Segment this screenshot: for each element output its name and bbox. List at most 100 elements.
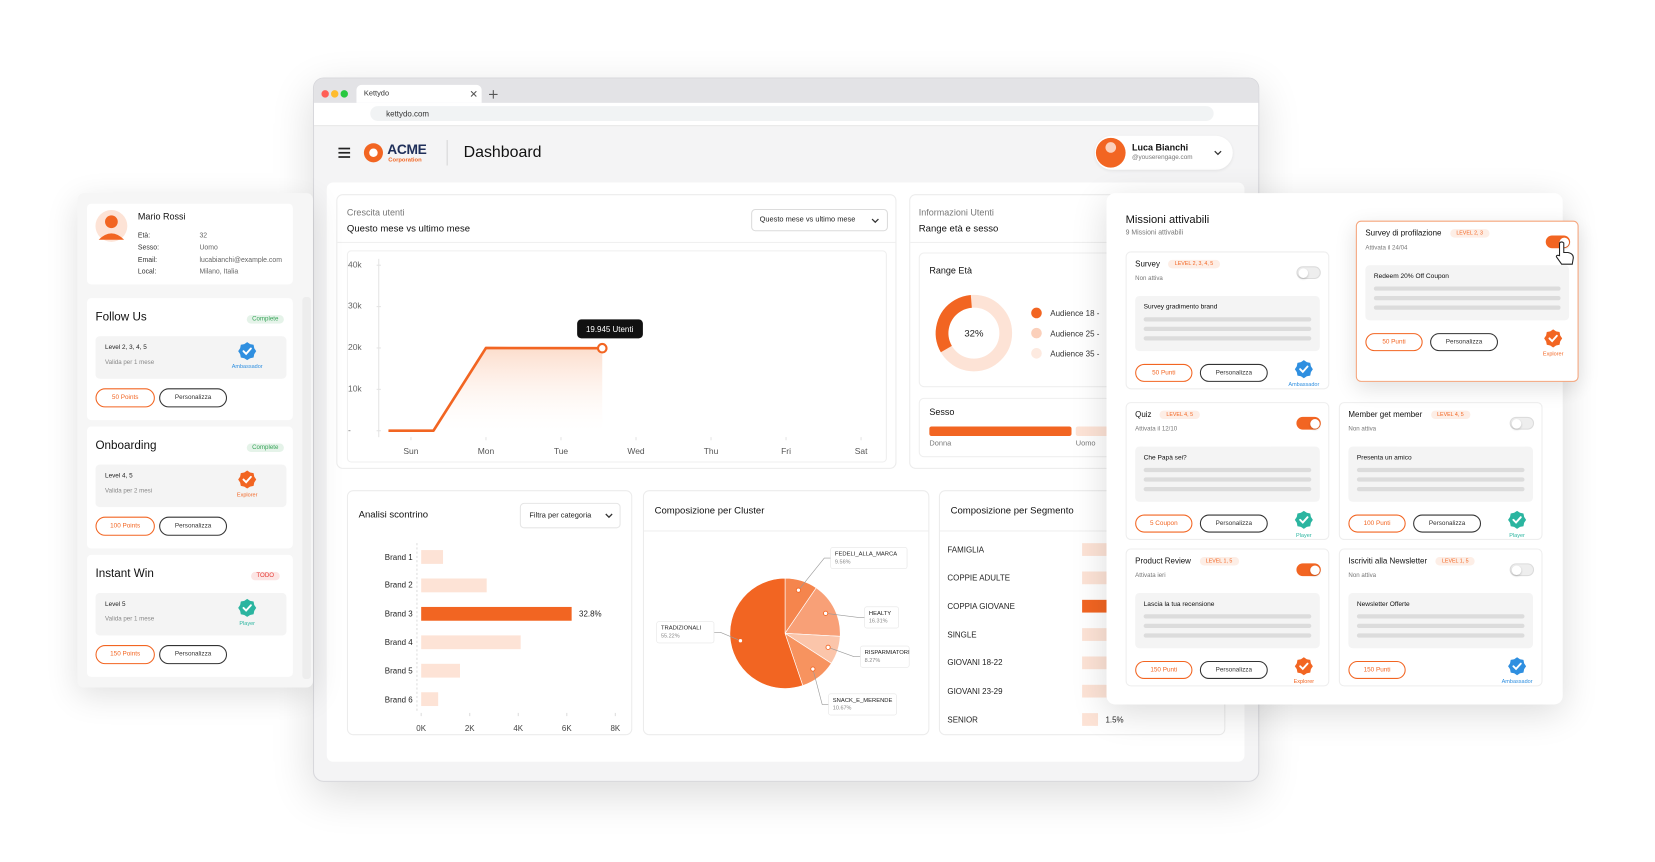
leader-dot <box>737 638 743 644</box>
toggle[interactable] <box>1296 563 1321 577</box>
badge-name: Explorer <box>1542 351 1564 358</box>
pie-label: RISPARMIATORI <box>865 650 910 656</box>
line <box>388 346 603 433</box>
action-button[interactable]: Personalizza <box>1430 333 1498 352</box>
pie-value-label: 55.22% <box>661 634 680 640</box>
bar <box>421 606 572 621</box>
bar-value-label: 1.5% <box>1105 714 1124 725</box>
badge-icon <box>1508 510 1527 529</box>
status-pill: Complete <box>246 314 284 325</box>
points-button[interactable]: 50 Punti <box>1135 363 1193 382</box>
x-tick-label: Sat <box>854 446 868 457</box>
pie-label: FEDELI_ALLA_MARCA <box>835 551 897 557</box>
x-tick-label: Sun <box>403 446 419 457</box>
chevron-icon <box>871 218 879 224</box>
pie-label: TRADIZIONALI <box>661 626 702 632</box>
y-tick-label: 20k <box>347 342 362 353</box>
label-box <box>860 645 910 668</box>
mission-head: Survey LEVEL 2, 3, 4, 5 <box>1135 259 1220 268</box>
action-button[interactable]: Personalizza <box>1199 660 1268 679</box>
label-box <box>864 606 899 629</box>
badge-shape <box>1294 360 1313 379</box>
badge-name: Player <box>1296 532 1312 539</box>
toggle[interactable] <box>1296 416 1321 430</box>
chevron-icon <box>605 513 613 519</box>
pie-label: HEALTY <box>869 611 891 617</box>
pie-value-label: 10.67% <box>833 706 852 712</box>
badge-shape <box>238 470 257 489</box>
y-tick-label: Brand 5 <box>384 665 413 676</box>
logo-sub: Corporation <box>388 157 422 164</box>
label-box <box>830 547 908 569</box>
placeholder-line <box>1143 326 1312 332</box>
segment-label: FAMIGLIA <box>947 544 985 555</box>
points-button[interactable]: 100 Points <box>95 516 155 536</box>
action-button[interactable]: Personalizza <box>1199 363 1268 382</box>
badge-icon <box>1294 510 1313 529</box>
badge-icon <box>1294 657 1313 676</box>
card-title: Questo mese vs ultimo mese <box>346 222 471 233</box>
points-button[interactable]: 5 Coupon <box>1135 514 1193 533</box>
sex-label: Donna <box>929 440 952 448</box>
placeholder-line <box>1373 305 1561 310</box>
filter-dropdown[interactable]: Questo mese vs ultimo mese <box>751 208 888 232</box>
mission-content-title: Newsletter Offerte <box>1356 600 1410 609</box>
bar-annotation: 32.8% <box>579 609 602 619</box>
points-button[interactable]: 100 Punti <box>1348 514 1406 533</box>
action-button[interactable]: Personalizza <box>159 388 228 408</box>
points-button[interactable]: 150 Punti <box>1135 660 1193 679</box>
placeholder-line <box>1143 486 1312 492</box>
reward-info <box>95 336 287 379</box>
pie-slice <box>729 577 804 689</box>
filter-dropdown[interactable]: Filtra per categoria <box>519 502 621 529</box>
points-button[interactable]: 50 Points <box>95 388 155 408</box>
url-field <box>370 106 1214 121</box>
bar <box>421 692 439 707</box>
card-label: Informazioni Utenti <box>918 206 994 218</box>
action-button[interactable]: Personalizza <box>159 645 228 665</box>
x-tick-label: 4K <box>513 723 524 733</box>
y-tick-label: 10k <box>347 384 362 394</box>
button-label: 150 Punti <box>1150 666 1178 674</box>
mission-state: Non attiva <box>1348 425 1377 433</box>
leader-dot <box>823 610 829 616</box>
badge-check <box>1512 662 1522 671</box>
profile-field-label: Età: <box>137 232 151 240</box>
action-button[interactable]: Personalizza <box>159 516 228 536</box>
reward-info <box>95 464 287 508</box>
bar <box>421 663 461 678</box>
tab-title: Kettydo <box>363 89 390 98</box>
mission-content-title: Survey gradimento brand <box>1143 303 1218 312</box>
tab <box>356 84 482 103</box>
badge-name: Ambassador <box>1501 678 1533 686</box>
mission-title: Member get member <box>1348 409 1423 420</box>
mission-head: Iscriviti alla Newsletter LEVEL 1, 5 <box>1348 556 1475 565</box>
toggle[interactable] <box>1296 266 1321 280</box>
user-name: Luca Bianchi <box>1131 142 1189 153</box>
placeholder-line <box>1143 467 1312 473</box>
window-dot <box>320 90 329 98</box>
mission-state: Attivata il 24/04 <box>1365 244 1408 251</box>
points-button[interactable]: 50 Punti <box>1365 333 1423 352</box>
cluster-chart: FEDELI_ALLA_MARCA 9.56% HEALTY 16.31% RISPAR… <box>656 547 910 716</box>
toggle[interactable] <box>1509 416 1535 430</box>
action-button[interactable]: Personalizza <box>1413 514 1482 533</box>
action-button[interactable]: Personalizza <box>1199 514 1268 533</box>
segment-label: GIOVANI 23-29 <box>947 686 1003 696</box>
mission-head: Member get member LEVEL 4, 5 <box>1348 409 1471 420</box>
reward-level: Level 2, 3, 4, 5 <box>105 345 147 352</box>
placeholder-line <box>1143 477 1312 482</box>
card-title: Range età e sesso <box>918 222 999 233</box>
badge-icon <box>1544 329 1563 348</box>
badge-check <box>1299 516 1309 524</box>
tab-close <box>470 90 477 97</box>
badge-name: Explorer <box>236 492 258 499</box>
segment-label: SINGLE <box>947 629 977 640</box>
points-button[interactable]: 150 Points <box>95 645 155 665</box>
points-button[interactable]: 150 Punti <box>1348 660 1406 679</box>
toggle[interactable] <box>1509 563 1535 577</box>
badge-shape <box>238 598 257 617</box>
reward-validity: Valida per 1 mese <box>105 359 155 366</box>
